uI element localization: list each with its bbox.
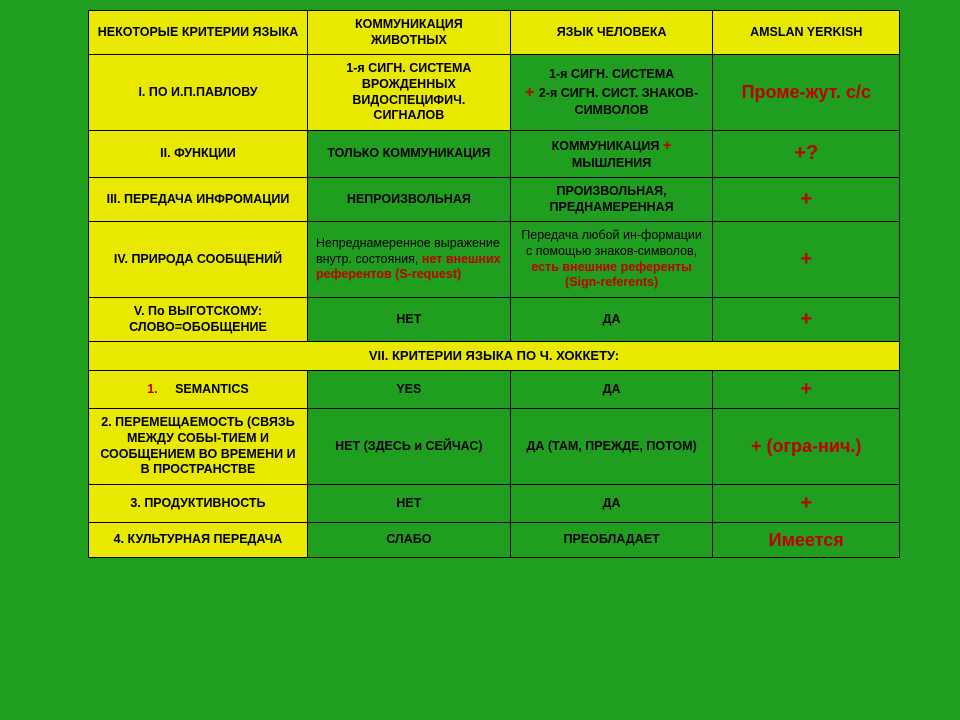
cell-human: Передача любой ин-формации с помощью зна… [510, 222, 713, 298]
cell-human: ДА [510, 297, 713, 341]
cell-human: ДА [510, 484, 713, 522]
row-label: V. По ВЫГОТСКОМУ: СЛОВО=ОБОБЩЕНИЕ [89, 297, 308, 341]
section-hockett: VII. КРИТЕРИИ ЯЗЫКА ПО Ч. ХОККЕТУ: [89, 342, 900, 371]
cell-animal: 1-я СИГН. СИСТЕМА ВРОЖДЕННЫХ ВИДОСПЕЦИФИ… [307, 55, 510, 131]
cell-amslan: + [713, 222, 900, 298]
col-header-animal: КОММУНИКАЦИЯ ЖИВОТНЫХ [307, 11, 510, 55]
cell-human: ДА (ТАМ, ПРЕЖДЕ, ПОТОМ) [510, 409, 713, 485]
cell-animal: СЛАБО [307, 522, 510, 558]
cell-human: ДА [510, 371, 713, 409]
row-displacement: 2. ПЕРЕМЕЩАЕМОСТЬ (СВЯЗЬ МЕЖДУ СОБЫ-ТИЕМ… [89, 409, 900, 485]
row-label: 4. КУЛЬТУРНАЯ ПЕРЕДАЧА [89, 522, 308, 558]
row-functions: II. ФУНКЦИИ ТОЛЬКО КОММУНИКАЦИЯ КОММУНИК… [89, 130, 900, 177]
cell-animal: НЕПРОИЗВОЛЬНАЯ [307, 178, 510, 222]
cell-animal: ТОЛЬКО КОММУНИКАЦИЯ [307, 130, 510, 177]
cell-human: 1-я СИГН. СИСТЕМА + 2-я СИГН. СИСТ. ЗНАК… [510, 55, 713, 131]
cell-animal: НЕТ [307, 484, 510, 522]
cell-animal: НЕТ (ЗДЕСЬ и СЕЙЧАС) [307, 409, 510, 485]
row-productivity: 3. ПРОДУКТИВНОСТЬ НЕТ ДА + [89, 484, 900, 522]
cell-amslan: Проме-жут. с/с [713, 55, 900, 131]
cell-amslan: + [713, 371, 900, 409]
row-vygotsky: V. По ВЫГОТСКОМУ: СЛОВО=ОБОБЩЕНИЕ НЕТ ДА… [89, 297, 900, 341]
cell-amslan: +? [713, 130, 900, 177]
row-label: 3. ПРОДУКТИВНОСТЬ [89, 484, 308, 522]
row-label: IV. ПРИРОДА СООБЩЕНИЙ [89, 222, 308, 298]
row-cultural: 4. КУЛЬТУРНАЯ ПЕРЕДАЧА СЛАБО ПРЕОБЛАДАЕТ… [89, 522, 900, 558]
cell-human: ПРЕОБЛАДАЕТ [510, 522, 713, 558]
row-label: 2. ПЕРЕМЕЩАЕМОСТЬ (СВЯЗЬ МЕЖДУ СОБЫ-ТИЕМ… [89, 409, 308, 485]
cell-human: КОММУНИКАЦИЯ + МЫШЛЕНИЯ [510, 130, 713, 177]
row-label: III. ПЕРЕДАЧА ИНФРОМАЦИИ [89, 178, 308, 222]
col-header-criteria: НЕКОТОРЫЕ КРИТЕРИИ ЯЗЫКА [89, 11, 308, 55]
col-header-human: ЯЗЫК ЧЕЛОВЕКА [510, 11, 713, 55]
cell-amslan: + [713, 178, 900, 222]
col-header-amslan: AMSLAN YERKISH [713, 11, 900, 55]
row-label: 1. SEMANTICS [89, 371, 308, 409]
table-header-row: НЕКОТОРЫЕ КРИТЕРИИ ЯЗЫКА КОММУНИКАЦИЯ ЖИ… [89, 11, 900, 55]
row-nature: IV. ПРИРОДА СООБЩЕНИЙ Непреднамеренное в… [89, 222, 900, 298]
cell-amslan: Имеется [713, 522, 900, 558]
row-transfer: III. ПЕРЕДАЧА ИНФРОМАЦИИ НЕПРОИЗВОЛЬНАЯ … [89, 178, 900, 222]
cell-amslan: + [713, 484, 900, 522]
row-semantics: 1. SEMANTICS YES ДА + [89, 371, 900, 409]
row-label: II. ФУНКЦИИ [89, 130, 308, 177]
cell-animal: НЕТ [307, 297, 510, 341]
row-label: I. ПО И.П.ПАВЛОВУ [89, 55, 308, 131]
cell-amslan: + [713, 297, 900, 341]
cell-animal: Непреднамеренное выражение внутр. состоя… [307, 222, 510, 298]
cell-human: ПРОИЗВОЛЬНАЯ, ПРЕДНАМЕРЕННАЯ [510, 178, 713, 222]
cell-animal: YES [307, 371, 510, 409]
section-title: VII. КРИТЕРИИ ЯЗЫКА ПО Ч. ХОККЕТУ: [89, 342, 900, 371]
cell-amslan: + (огра-нич.) [713, 409, 900, 485]
criteria-table: НЕКОТОРЫЕ КРИТЕРИИ ЯЗЫКА КОММУНИКАЦИЯ ЖИ… [88, 10, 900, 558]
row-pavlov: I. ПО И.П.ПАВЛОВУ 1-я СИГН. СИСТЕМА ВРОЖ… [89, 55, 900, 131]
